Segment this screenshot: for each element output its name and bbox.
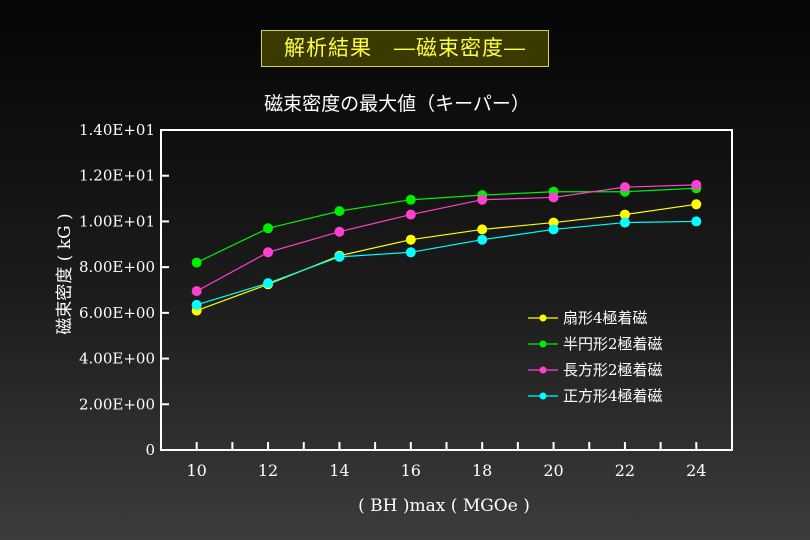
y-tick-label: 1.40E+01 xyxy=(79,121,155,139)
x-tick-label: 24 xyxy=(686,461,706,480)
y-tick-label: 4.00E+00 xyxy=(79,350,155,368)
series-line-1 xyxy=(196,203,697,312)
y-tick-label: 1.00E+01 xyxy=(79,212,155,230)
y-tick-label: 8.00E+00 xyxy=(79,258,155,276)
data-point xyxy=(477,224,488,235)
data-point xyxy=(191,286,202,297)
chart-title: 磁束密度の最大値（キーパー） xyxy=(264,93,530,115)
data-point xyxy=(263,247,274,258)
y-axis-label: 磁束密度 ( kG ) xyxy=(55,213,75,334)
data-point xyxy=(191,299,202,310)
axes-group: 0 2.00E+00 4.00E+00 6.00E+00 8.00E+00 1.00E+0… xyxy=(79,121,707,480)
x-tick-label: 16 xyxy=(401,461,421,480)
legend-label: 半円形2極着磁 xyxy=(563,335,663,353)
data-point xyxy=(548,217,559,228)
x-tick-label: 20 xyxy=(543,461,563,480)
data-point xyxy=(548,224,559,235)
y-tick-label: 2.00E+00 xyxy=(79,395,155,413)
data-point xyxy=(405,209,416,220)
data-point xyxy=(477,234,488,245)
data-point xyxy=(691,179,702,190)
y-tick-label: 6.00E+00 xyxy=(79,304,155,322)
page-title-box: 解析結果 ―磁束密度― xyxy=(261,30,549,67)
x-axis-label: ( BH )max ( MGOe ) xyxy=(358,496,530,516)
data-point xyxy=(405,234,416,245)
data-point xyxy=(691,199,702,210)
data-point xyxy=(619,209,630,220)
legend-label: 長方形2極着磁 xyxy=(563,361,663,379)
data-point xyxy=(405,194,416,205)
data-point xyxy=(334,206,345,217)
y-tick-label: 1.20E+01 xyxy=(79,167,155,185)
data-point xyxy=(263,278,274,289)
x-tick-label: 22 xyxy=(615,461,635,480)
x-tick-label: 14 xyxy=(329,461,349,480)
legend-marker xyxy=(539,366,547,374)
x-tick-label: 12 xyxy=(258,461,278,480)
page-title: 解析結果 ―磁束密度― xyxy=(284,36,526,60)
legend-label: 正方形4極着磁 xyxy=(563,387,663,405)
series-group xyxy=(191,179,702,316)
data-point xyxy=(619,217,630,228)
data-point xyxy=(263,223,274,234)
x-tick-label: 18 xyxy=(472,461,492,480)
x-tick-label: 10 xyxy=(187,461,207,480)
data-point xyxy=(334,226,345,237)
legend-marker xyxy=(539,340,547,348)
data-point xyxy=(334,251,345,262)
series-line-4 xyxy=(196,220,697,306)
legend-marker xyxy=(539,392,547,400)
series-line-3 xyxy=(196,184,697,292)
series-line-2 xyxy=(196,187,697,264)
data-point xyxy=(548,192,559,203)
data-point xyxy=(477,194,488,205)
legend-marker xyxy=(539,314,547,322)
legend-label: 扇形4極着磁 xyxy=(563,309,648,327)
y-tick-label: 0 xyxy=(145,441,155,459)
data-point xyxy=(691,216,702,227)
data-point xyxy=(405,247,416,258)
data-point xyxy=(619,182,630,193)
data-point xyxy=(191,257,202,268)
